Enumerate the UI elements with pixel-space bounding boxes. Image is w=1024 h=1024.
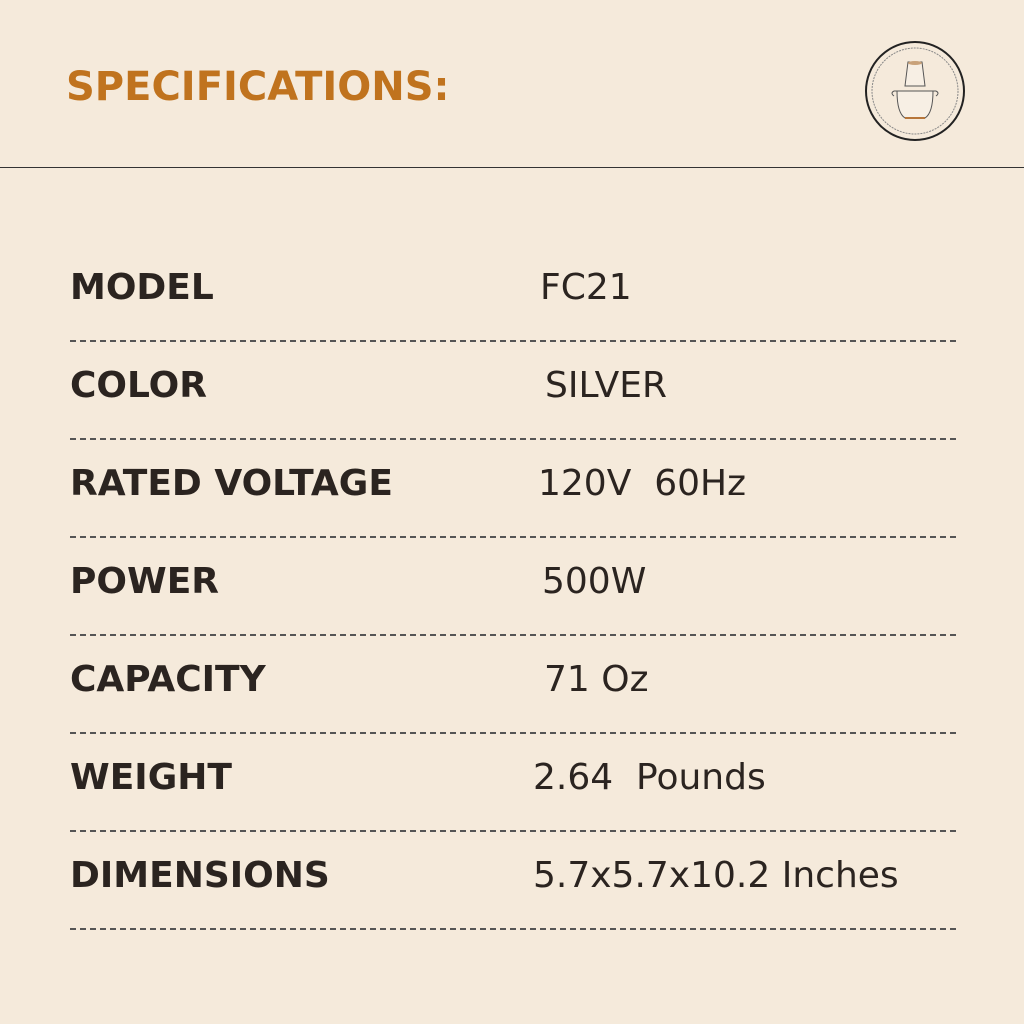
spec-row-model: MODEL FC21 (70, 244, 956, 342)
spec-label: COLOR (70, 365, 208, 406)
spec-value: FC21 (540, 267, 632, 308)
spec-value: 500W (542, 561, 647, 602)
spec-label: POWER (70, 561, 220, 602)
spec-value: 71 Oz (544, 659, 649, 700)
spec-label: WEIGHT (70, 757, 232, 798)
header-divider (0, 167, 1024, 168)
spec-row-weight: WEIGHT 2.64 Pounds (70, 734, 956, 832)
food-chopper-icon (864, 40, 966, 142)
spec-label: CAPACITY (70, 659, 266, 700)
spec-label: RATED VOLTAGE (70, 463, 393, 504)
spec-value: SILVER (545, 365, 667, 406)
spec-label: DIMENSIONS (70, 855, 330, 896)
spec-row-capacity: CAPACITY 71 Oz (70, 636, 956, 734)
spec-row-rated-voltage: RATED VOLTAGE 120V 60Hz (70, 440, 956, 538)
spec-value: 2.64 Pounds (533, 757, 766, 798)
spec-value: 5.7x5.7x10.2 Inches (533, 855, 899, 896)
spec-row-color: COLOR SILVER (70, 342, 956, 440)
spec-label: MODEL (70, 267, 214, 308)
spec-row-dimensions: DIMENSIONS 5.7x5.7x10.2 Inches (70, 832, 956, 930)
page-title: SPECIFICATIONS: (66, 64, 450, 110)
spec-value: 120V 60Hz (538, 463, 747, 504)
spec-row-power: POWER 500W (70, 538, 956, 636)
